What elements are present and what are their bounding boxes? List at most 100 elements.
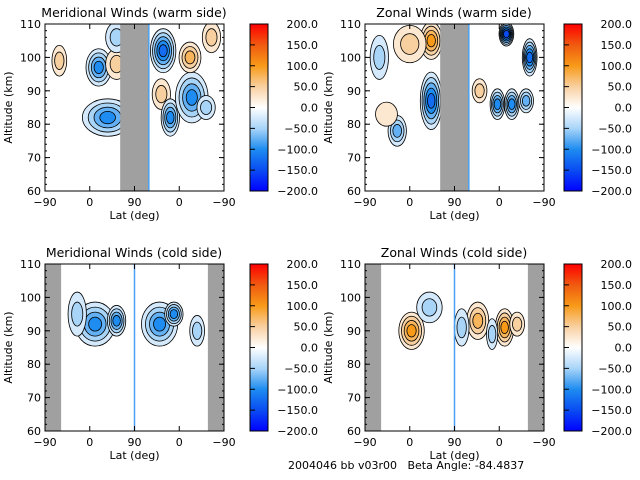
colorbar-tick-label: 100.0 (287, 60, 319, 73)
y-tick-label: 80 (27, 358, 41, 371)
contour-level (169, 309, 179, 320)
colorbar-tick-label: −150.0 (591, 404, 632, 417)
x-tick-label: −90 (33, 436, 56, 449)
contour-level (71, 301, 84, 327)
contour-level (406, 324, 417, 338)
no-data-band (527, 264, 544, 431)
y-tick-label: 60 (27, 425, 41, 438)
colorbar-tick-label: −200.0 (277, 425, 318, 438)
x-tick-label: 90 (128, 436, 142, 449)
contour-level (192, 321, 203, 340)
plot-area (45, 24, 224, 191)
x-tick-label: 0 (176, 196, 183, 209)
contour-level (166, 110, 175, 125)
colorbar-tick-label: 100.0 (287, 300, 319, 313)
y-tick-label: 90 (347, 325, 361, 338)
contour-level (521, 95, 531, 107)
y-tick-label: 90 (27, 85, 41, 98)
colorbar-tick-label: 50.0 (608, 321, 633, 334)
x-tick-label: 0 (86, 196, 93, 209)
x-axis-label: Lat (deg) (110, 209, 160, 222)
contour-level (155, 85, 168, 104)
contour-level (375, 101, 398, 127)
contour-level (205, 28, 218, 47)
y-tick-label: 60 (347, 185, 361, 198)
x-tick-label: −90 (212, 196, 235, 209)
y-tick-label: 70 (27, 392, 41, 405)
y-tick-label: 110 (20, 18, 41, 31)
plot-area (45, 264, 224, 431)
y-tick-label: 70 (347, 392, 361, 405)
y-tick-label: 110 (340, 18, 361, 31)
colorbar-tick-label: −150.0 (591, 164, 632, 177)
colorbar-tick-label: −100.0 (277, 143, 318, 156)
colorbar-tick-label: −100.0 (277, 383, 318, 396)
colorbar-tick-label: 0.0 (301, 102, 319, 115)
plot-area (365, 264, 544, 431)
contour-level (184, 50, 196, 65)
contour-level (493, 98, 502, 110)
no-data-band (45, 264, 62, 431)
chart-title: Zonal Winds (cold side) (381, 245, 527, 260)
y-axis-label: Altitude (km) (2, 71, 15, 143)
y-tick-label: 90 (347, 85, 361, 98)
y-tick-label: 70 (27, 152, 41, 165)
contour-level (500, 320, 509, 335)
contour-level (99, 110, 116, 125)
colorbar-tick-label: 150.0 (601, 279, 633, 292)
colorbar-tick-label: −50.0 (598, 122, 632, 135)
colorbar-tick-label: 50.0 (608, 81, 633, 94)
x-tick-label: 0 (496, 436, 503, 449)
contour-level (400, 33, 420, 55)
colorbar-tick-label: −200.0 (591, 185, 632, 198)
y-tick-label: 90 (27, 325, 41, 338)
contour-level (421, 298, 438, 317)
colorbar-tick-label: 50.0 (294, 81, 319, 94)
y-tick-label: 70 (347, 152, 361, 165)
colorbar-tick-label: 100.0 (601, 60, 633, 73)
contour-level (373, 44, 386, 70)
colorbar-tick-label: 150.0 (601, 39, 633, 52)
x-tick-label: 0 (406, 436, 413, 449)
chart-title: Meridional Winds (warm side) (41, 5, 226, 20)
panel-zonal-warm: 60 70 80 90 100 110 −90 0 90 0 −90 Lat (deg) Altitud… (322, 5, 632, 222)
x-tick-label: 90 (448, 196, 462, 209)
y-tick-label: 100 (340, 291, 361, 304)
y-tick-label: 60 (347, 425, 361, 438)
colorbar-tick-label: 0.0 (615, 102, 633, 115)
x-tick-label: −90 (212, 436, 235, 449)
y-axis-label: Altitude (km) (322, 311, 335, 383)
no-data-band (207, 264, 224, 431)
y-tick-label: 110 (20, 258, 41, 271)
y-tick-label: 100 (20, 291, 41, 304)
plot-area (365, 24, 544, 191)
panel-meridional-warm: 60 70 80 90 100 110 −90 0 90 0 −90 Lat (deg) Altitud… (2, 5, 318, 222)
panel-meridional-cold: 60 70 80 90 100 110 −90 0 90 0 −90 Lat (deg) Altitud… (2, 245, 318, 462)
colorbar-tick-label: 150.0 (287, 279, 319, 292)
colorbar-tick-label: −50.0 (598, 362, 632, 375)
x-tick-label: −90 (353, 436, 376, 449)
contour-level (88, 316, 102, 332)
x-tick-label: 0 (176, 436, 183, 449)
colorbar-tick-label: 0.0 (301, 342, 319, 355)
contour-level (487, 325, 497, 344)
colorbar-tick-label: 200.0 (601, 18, 633, 31)
y-tick-label: 80 (347, 118, 361, 131)
contour-level (426, 34, 436, 48)
colorbar-tick-label: −50.0 (284, 122, 318, 135)
contour-level (472, 312, 484, 329)
colorbar-tick-label: −200.0 (591, 425, 632, 438)
chart-title: Meridional Winds (cold side) (46, 245, 222, 260)
contour-level (456, 316, 467, 339)
contour-level (427, 93, 436, 109)
no-data-band (120, 24, 149, 191)
colorbar-tick-label: −200.0 (277, 185, 318, 198)
x-tick-label: 0 (406, 196, 413, 209)
x-tick-label: 0 (496, 196, 503, 209)
x-tick-label: 90 (128, 196, 142, 209)
colorbar-tick-label: 100.0 (601, 300, 633, 313)
chart-title: Zonal Winds (warm side) (376, 5, 531, 20)
x-axis-label: Lat (deg) (430, 209, 480, 222)
y-axis-label: Altitude (km) (322, 71, 335, 143)
